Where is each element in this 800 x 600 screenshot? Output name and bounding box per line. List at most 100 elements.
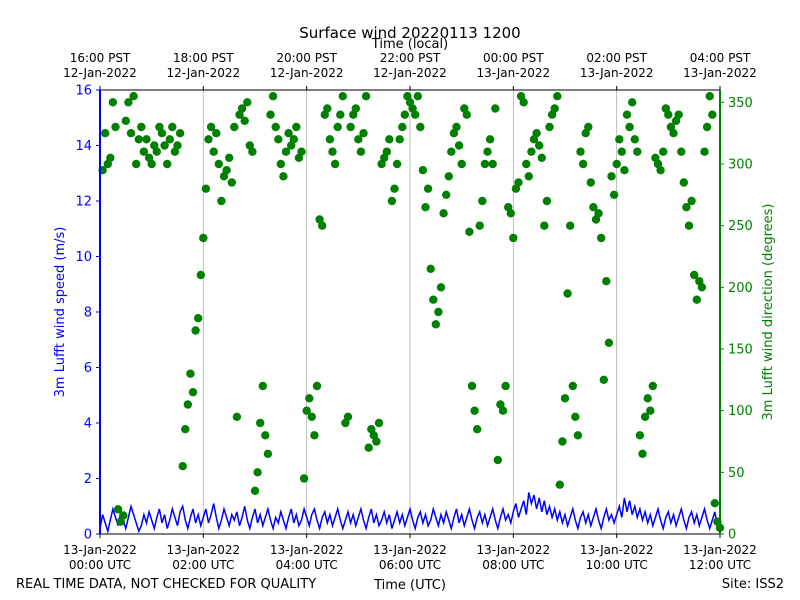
wind-direction-point <box>710 499 719 508</box>
wind-direction-point <box>659 147 668 156</box>
wind-direction-point <box>336 110 345 119</box>
wind-direction-point <box>700 147 709 156</box>
bottom-tick-label-time: 12:00 UTC <box>689 558 751 572</box>
wind-direction-point <box>398 122 407 132</box>
wind-direction-point <box>630 135 639 144</box>
wind-direction-point <box>578 159 588 169</box>
wind-direction-point <box>134 135 143 144</box>
wind-direction-point <box>230 122 239 132</box>
wind-direction-point <box>708 110 717 119</box>
bottom-tick-label-date: 13-Jan-2022 <box>373 543 447 557</box>
wind-direction-point <box>361 92 371 101</box>
wind-direction-point <box>374 418 384 428</box>
wind-direction-point <box>312 381 322 391</box>
wind-direction-point <box>545 122 554 132</box>
wind-direction-point <box>656 166 665 175</box>
wind-direction-point <box>540 221 549 230</box>
wind-direction-point <box>225 153 234 162</box>
bottom-tick-label-time: 04:00 UTC <box>276 558 338 572</box>
wind-direction-point <box>597 233 606 243</box>
wind-direction-point <box>318 221 327 230</box>
right-axis-label: 3m Lufft wind direction (degrees) <box>761 204 776 421</box>
left-tick-label: 2 <box>84 472 92 487</box>
bottom-tick-label-date: 13-Jan-2022 <box>167 543 241 557</box>
wind-direction-point <box>413 92 422 101</box>
wind-direction-point <box>431 320 440 329</box>
wind-direction-point <box>201 184 211 193</box>
wind-direction-point <box>519 98 528 107</box>
wind-direction-point <box>328 147 337 156</box>
right-tick-label: 300 <box>728 158 753 173</box>
wind-direction-point <box>173 141 182 150</box>
bottom-axis-label: Time (UTC) <box>373 578 446 593</box>
wind-direction-point <box>111 122 120 132</box>
wind-direction-point <box>209 147 218 156</box>
wind-direction-point <box>359 129 368 138</box>
wind-direction-point <box>274 135 283 144</box>
wind-direction-point <box>346 122 355 132</box>
top-tick-label-time: 16:00 PST <box>70 51 131 65</box>
wind-direction-point <box>602 277 611 286</box>
footer-site: Site: ISS2 <box>722 577 784 592</box>
wind-direction-point <box>558 437 567 446</box>
wind-direction-point <box>664 110 673 119</box>
wind-direction-point <box>250 486 260 495</box>
top-tick-label-time: 18:00 PST <box>173 51 234 65</box>
wind-direction-point <box>609 190 619 199</box>
wind-direction-point <box>147 159 156 169</box>
wind-direction-point <box>126 129 136 138</box>
left-tick-label: 0 <box>84 528 92 543</box>
wind-direction-point <box>175 129 185 138</box>
wind-direction-point <box>354 135 363 144</box>
wind-direction-point <box>137 122 146 132</box>
wind-direction-point <box>485 135 495 144</box>
wind-direction-point <box>194 314 203 323</box>
top-tick-label-date: 13-Jan-2022 <box>580 66 654 80</box>
wind-direction-point <box>576 147 585 156</box>
top-tick-label-time: 02:00 PST <box>586 51 647 65</box>
wind-direction-point <box>679 178 688 187</box>
wind-direction-point <box>690 270 699 280</box>
right-tick-label: 0 <box>728 528 736 543</box>
wind-direction-point <box>586 178 595 187</box>
wind-direction-point <box>183 400 192 409</box>
wind-direction-point <box>674 110 683 119</box>
wind-direction-point <box>212 129 221 138</box>
wind-direction-point <box>279 172 288 181</box>
left-tick-label: 12 <box>75 195 92 210</box>
wind-direction-point <box>333 122 342 132</box>
top-tick-label-time: 20:00 PST <box>276 51 337 65</box>
wind-direction-point <box>119 511 128 520</box>
top-axis-label: Time (local) <box>371 37 448 52</box>
wind-direction-point <box>392 159 402 169</box>
wind-direction-point <box>488 159 497 169</box>
wind-direction-point <box>289 135 298 144</box>
wind-direction-point <box>434 307 443 317</box>
wind-direction-point <box>165 135 174 144</box>
wind-direction-point <box>214 159 223 169</box>
wind-direction-point <box>439 209 448 218</box>
wind-direction-point <box>542 196 552 206</box>
wind-direction-point <box>442 190 451 199</box>
left-tick-label: 10 <box>75 250 92 265</box>
wind-direction-point <box>160 141 169 150</box>
wind-direction-point <box>292 122 301 132</box>
wind-direction-point <box>604 338 614 347</box>
wind-direction-point <box>256 418 265 428</box>
bottom-tick-label-date: 13-Jan-2022 <box>63 543 137 557</box>
wind-direction-point <box>646 406 655 415</box>
wind-direction-point <box>157 129 167 138</box>
wind-direction-point <box>573 431 583 440</box>
bottom-tick-label-date: 13-Jan-2022 <box>580 543 654 557</box>
wind-direction-point <box>648 381 657 391</box>
left-tick-label: 14 <box>75 139 92 154</box>
left-tick-label: 16 <box>75 84 92 99</box>
bottom-tick-label-time: 02:00 UTC <box>172 558 234 572</box>
wind-direction-point <box>152 147 161 156</box>
wind-direction-point <box>271 122 280 132</box>
wind-direction-point <box>206 122 216 132</box>
wind-direction-point <box>248 147 257 156</box>
wind-direction-point <box>571 412 580 421</box>
wind-direction-point <box>181 425 190 434</box>
wind-direction-point <box>199 233 208 243</box>
